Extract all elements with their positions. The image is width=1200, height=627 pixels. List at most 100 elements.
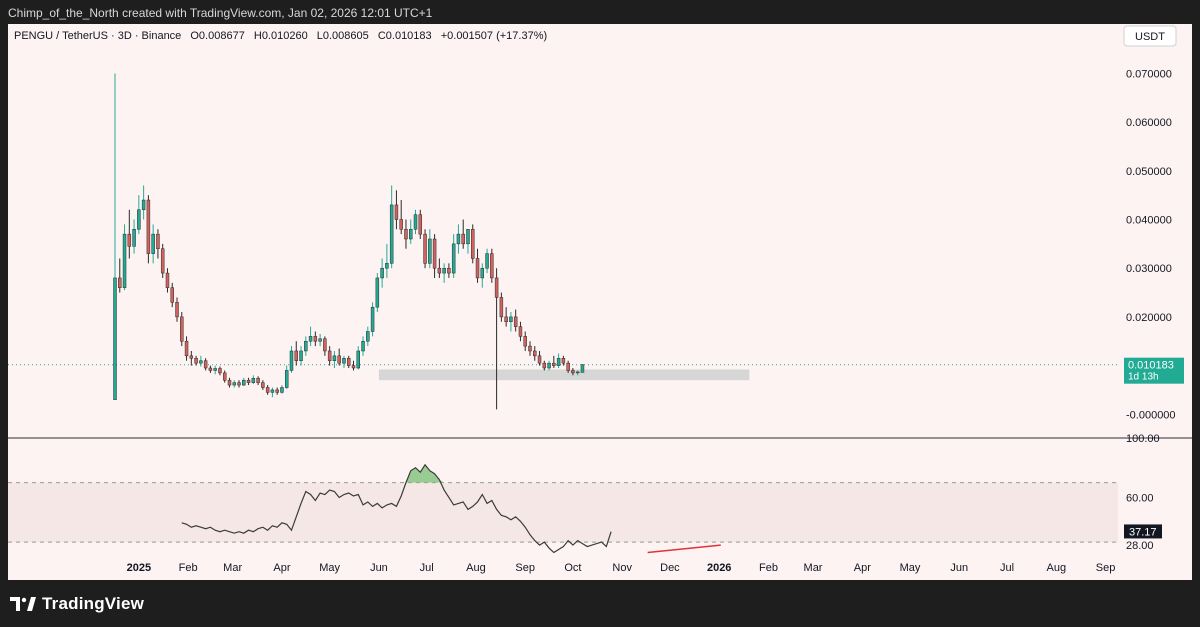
candle-body <box>170 287 174 303</box>
time-tick-label: May <box>319 562 340 574</box>
candle <box>156 229 160 259</box>
candle <box>580 364 585 373</box>
candle <box>184 336 189 361</box>
candle-body <box>141 199 146 211</box>
candle <box>165 268 170 293</box>
candle <box>485 248 489 274</box>
chart-area[interactable]: 0.070000 0.060000 0.050000 0.040000 0.030000… <box>8 24 1192 580</box>
candle-body <box>113 277 117 400</box>
candle-body <box>461 233 465 245</box>
currency-button[interactable]: USDT <box>1123 25 1177 47</box>
price-tick-label: 0.060000 <box>1126 117 1172 129</box>
candle-body <box>442 267 446 274</box>
candle-body <box>261 382 265 388</box>
time-tick-label: Sep <box>515 562 535 574</box>
price-tick-label: 0.050000 <box>1126 166 1172 178</box>
rsi-tick-label: 100.00 <box>1126 433 1160 445</box>
candle-body <box>499 297 504 318</box>
low-value: L0.008605 <box>317 30 369 42</box>
candle <box>442 263 446 283</box>
candle <box>327 346 332 366</box>
candle-body <box>428 238 432 264</box>
candle <box>451 234 456 278</box>
candle-body <box>361 340 365 352</box>
candle-body <box>122 233 127 288</box>
candle <box>528 341 532 356</box>
candle <box>127 209 132 259</box>
candle <box>246 377 251 386</box>
candle-body <box>189 355 194 359</box>
candle <box>432 234 437 278</box>
candle-body <box>137 209 141 230</box>
candle-body <box>199 360 203 364</box>
candle-body <box>213 368 217 371</box>
rsi-value-badge: 37.17 <box>1124 524 1162 539</box>
candle <box>437 258 442 278</box>
candle <box>447 263 451 278</box>
candle <box>189 350 194 366</box>
tradingview-logo[interactable]: TradingView <box>10 593 144 615</box>
candle <box>289 346 294 373</box>
candle <box>284 365 289 389</box>
price-axis[interactable]: 0.070000 0.060000 0.050000 0.040000 0.030000… <box>1126 68 1176 552</box>
candle <box>466 229 470 254</box>
candle-body <box>494 277 499 298</box>
candle-body <box>490 253 494 279</box>
time-axis[interactable]: 2025 Feb Mar Apr May Jun Jul Aug Sep Oct Nov Dec 202… <box>127 562 1116 574</box>
candle <box>461 219 465 249</box>
candle <box>566 360 570 373</box>
candle <box>323 336 327 356</box>
candle-body <box>203 360 208 369</box>
candle <box>304 336 308 356</box>
candle <box>265 385 270 395</box>
rsi-tick-label: 28.00 <box>1126 540 1154 552</box>
candle-body <box>375 277 380 308</box>
candle <box>146 195 151 264</box>
chart-svg[interactable]: 0.070000 0.060000 0.050000 0.040000 0.030000… <box>8 24 1192 580</box>
time-tick-label: Jun <box>950 562 968 574</box>
candle <box>175 297 179 322</box>
candle <box>275 387 279 395</box>
candle-body <box>242 379 246 386</box>
candle <box>122 224 127 291</box>
candle <box>256 376 260 386</box>
candle-body <box>528 345 532 352</box>
candle <box>213 365 217 375</box>
candle <box>342 355 346 369</box>
candle-body <box>404 229 408 240</box>
legend-line: PENGU / TetherUS · 3D · Binance O0.00867… <box>14 30 547 42</box>
grid-layer <box>8 437 1192 543</box>
candle-body <box>318 338 322 342</box>
candle <box>318 333 322 347</box>
candle-body <box>513 316 518 327</box>
candle-body <box>337 355 341 364</box>
time-tick-label: Apr <box>854 562 871 574</box>
candle <box>471 224 475 264</box>
candle-body <box>366 331 370 342</box>
candle <box>232 380 236 388</box>
candle <box>151 224 155 264</box>
candle <box>351 360 356 371</box>
candle-body <box>518 326 523 337</box>
candle-body <box>547 362 551 369</box>
candle <box>509 312 513 332</box>
price-tick-label: 0.070000 <box>1126 68 1172 80</box>
candle <box>399 200 403 235</box>
candle-body <box>294 350 298 361</box>
rsi-band <box>8 482 1118 543</box>
support-zone[interactable] <box>378 369 750 381</box>
candle <box>199 355 203 367</box>
candle-body <box>156 233 160 249</box>
candle <box>490 248 494 283</box>
candle-body <box>299 350 303 361</box>
candle-body <box>480 267 485 279</box>
candle-body <box>537 355 542 364</box>
candle-body <box>389 204 394 264</box>
candle <box>513 309 518 332</box>
candle <box>571 368 575 376</box>
candle-body <box>552 362 556 366</box>
candle <box>413 209 418 235</box>
candle <box>389 185 394 269</box>
tradingview-wordmark: TradingView <box>42 594 145 613</box>
candle-body <box>146 199 151 254</box>
